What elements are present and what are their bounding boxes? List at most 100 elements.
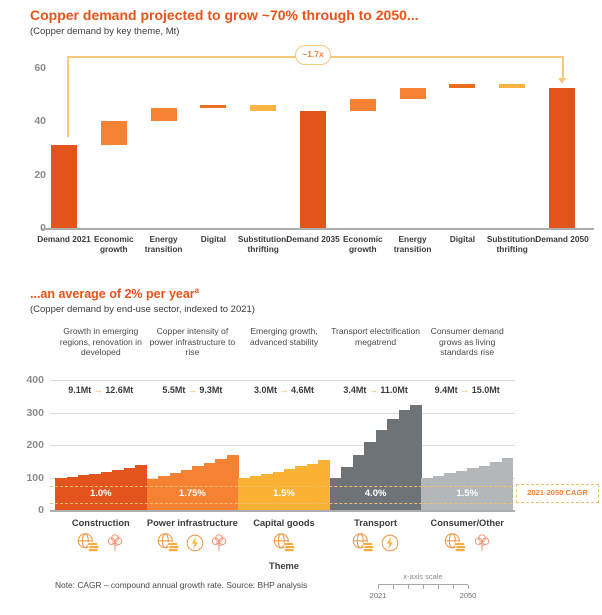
x-axis-category-label: Digital bbox=[200, 234, 227, 244]
bottom-chart-title-text: ...an average of 2% per year bbox=[30, 287, 195, 302]
index-bar bbox=[375, 430, 388, 510]
sector-label: Capital goods bbox=[253, 518, 315, 528]
footnote: Note: CAGR – compound annual growth rate… bbox=[55, 580, 308, 590]
sector-label: Power infrastructure bbox=[146, 518, 238, 528]
index-bar bbox=[432, 475, 445, 511]
y-axis-tick-label: 400 bbox=[26, 374, 44, 386]
sector-mt-range: 5.5Mt → 9.3Mt bbox=[137, 385, 247, 395]
sector-mt-range: 9.4Mt → 15.0Mt bbox=[412, 385, 522, 395]
x-axis-line bbox=[42, 228, 594, 230]
globe-coins-icon bbox=[76, 532, 101, 553]
globe-coins-icon bbox=[443, 532, 468, 553]
x-axis-category-label: Demand 2021 bbox=[37, 234, 91, 244]
gridline bbox=[50, 412, 515, 414]
sector-icons bbox=[142, 532, 242, 553]
index-bar bbox=[398, 409, 411, 510]
mt-to-value: 4.6Mt bbox=[291, 385, 315, 395]
cagr-value: 1.5% bbox=[456, 488, 479, 499]
waterfall-bar bbox=[150, 108, 177, 122]
y-axis-tick-label: 200 bbox=[26, 439, 44, 451]
sector-icons bbox=[326, 532, 426, 553]
x-axis-category-label: Digital bbox=[449, 234, 476, 244]
waterfall-bar bbox=[250, 104, 277, 111]
x-axis-title: Theme bbox=[269, 561, 299, 571]
index-bar bbox=[146, 478, 159, 510]
index-bar bbox=[112, 470, 125, 510]
y-axis-tick-label: 40 bbox=[34, 115, 46, 128]
sector-description: Copper intensity of power infrastructure… bbox=[149, 326, 236, 358]
index-bar bbox=[123, 467, 136, 511]
mt-to-value: 15.0Mt bbox=[471, 385, 500, 395]
x-axis-line bbox=[50, 510, 515, 512]
index-bar bbox=[226, 455, 239, 510]
x-axis-scale-ruler bbox=[378, 584, 469, 589]
index-bar bbox=[249, 475, 262, 510]
arrow-right-icon: → bbox=[91, 385, 106, 395]
sector-label: Consumer/Other bbox=[430, 518, 504, 528]
index-bar bbox=[352, 455, 365, 510]
index-bar bbox=[421, 477, 434, 510]
waterfall-bar bbox=[449, 84, 476, 88]
sector-mt-range: 3.0Mt → 4.6Mt bbox=[229, 385, 339, 395]
x-axis-category-label: Energy transition bbox=[144, 234, 183, 254]
growth-annotation-badge: ~1.7x bbox=[295, 45, 331, 65]
index-bar bbox=[158, 475, 170, 511]
energy-icon bbox=[185, 533, 205, 553]
sector-description: Emerging growth, advanced stability bbox=[249, 326, 319, 347]
scale-tick bbox=[453, 585, 454, 589]
index-bar bbox=[490, 461, 502, 510]
scale-tick bbox=[468, 585, 469, 589]
y-axis-tick-label: 20 bbox=[34, 168, 46, 181]
tree-icon bbox=[105, 533, 125, 553]
cagr-value: 1.0% bbox=[89, 488, 112, 499]
index-bar bbox=[135, 465, 147, 511]
sector-description: Growth in emerging regions, renovation i… bbox=[59, 326, 142, 358]
index-bar bbox=[341, 467, 354, 510]
growth-arrowhead-icon bbox=[558, 78, 566, 84]
index-bar bbox=[501, 458, 514, 510]
waterfall-bar bbox=[549, 88, 575, 228]
growth-bracket-line bbox=[67, 56, 69, 137]
y-axis-tick-label: 300 bbox=[26, 406, 44, 419]
x-axis-category-label: Demand 2035 bbox=[286, 234, 340, 244]
arrow-right-icon: → bbox=[276, 385, 291, 395]
index-bar bbox=[329, 477, 342, 510]
sector-index-chart: 0 100 200 300 400 Growth in emerging regions,… bbox=[0, 322, 602, 575]
gridline bbox=[50, 445, 515, 446]
sector-label: Construction bbox=[71, 518, 130, 528]
sector-icons bbox=[51, 532, 151, 553]
index-bar bbox=[467, 468, 480, 510]
index-bar bbox=[215, 459, 228, 510]
sector-label: Transport bbox=[354, 518, 398, 528]
tree-icon bbox=[209, 533, 229, 553]
waterfall-bar bbox=[499, 84, 526, 88]
arrow-right-icon: → bbox=[457, 385, 472, 395]
waterfall-bar bbox=[200, 104, 227, 108]
cagr-value: 1.75% bbox=[178, 488, 206, 499]
x-axis-scale-label: x-axis scale bbox=[403, 572, 443, 581]
globe-coins-icon bbox=[351, 532, 376, 553]
bottom-chart-subtitle: (Copper demand by end-use sector, indexe… bbox=[30, 304, 255, 315]
index-bar bbox=[455, 471, 468, 510]
index-bar bbox=[272, 471, 285, 511]
index-bar bbox=[169, 472, 182, 510]
sector-mt-range: 9.1Mt → 12.6Mt bbox=[46, 385, 156, 395]
index-bar bbox=[387, 419, 399, 510]
index-bar bbox=[66, 476, 79, 510]
sector-icons bbox=[234, 532, 334, 553]
sector-description: Consumer demand grows as living standard… bbox=[430, 326, 504, 358]
index-bar bbox=[444, 473, 457, 510]
mt-to-value: 12.6Mt bbox=[105, 385, 134, 395]
index-bar bbox=[261, 473, 273, 510]
cagr-period-box: 2021-2050 CAGR bbox=[516, 484, 599, 503]
mt-from-value: 3.4Mt bbox=[343, 385, 367, 395]
index-bar bbox=[295, 466, 308, 510]
index-bar bbox=[318, 460, 331, 510]
cagr-value: 4.0% bbox=[364, 488, 387, 499]
footnote-marker: a bbox=[194, 286, 200, 295]
index-bar bbox=[192, 466, 205, 510]
mt-to-value: 9.3Mt bbox=[199, 385, 223, 395]
index-bar bbox=[409, 404, 422, 510]
scale-tick bbox=[393, 585, 394, 589]
